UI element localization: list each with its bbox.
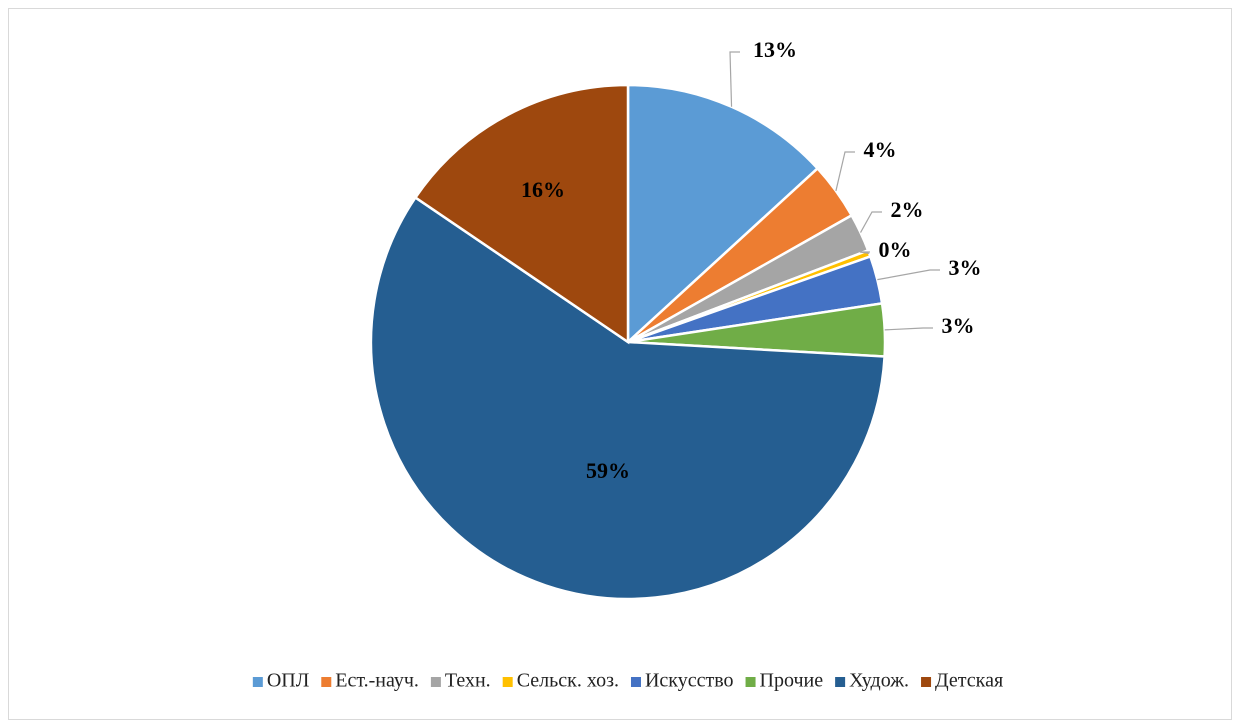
legend-label: Искусство — [645, 670, 734, 692]
legend-swatch — [502, 677, 513, 687]
legend-swatch — [835, 677, 846, 687]
legend-swatch — [252, 677, 263, 687]
legend-swatch — [745, 677, 756, 687]
pie-slice — [413, 83, 630, 345]
legend-swatch — [321, 677, 332, 687]
data-label: 13% — [753, 37, 797, 62]
legend-label: ОПЛ — [267, 670, 309, 692]
legend-label: Худож. — [849, 670, 909, 692]
leader-line — [877, 269, 940, 281]
data-label: 3% — [942, 313, 975, 338]
data-label: 4% — [864, 137, 897, 162]
data-label: 0% — [879, 237, 912, 262]
leader-line — [835, 151, 855, 192]
pie-slice — [369, 195, 886, 601]
legend-swatch — [430, 677, 441, 687]
leader-line — [884, 327, 933, 331]
leader-line — [729, 51, 740, 107]
data-label: 3% — [949, 255, 982, 280]
legend-label: Детская — [935, 670, 1003, 692]
legend-label: Ест.-науч. — [335, 670, 419, 692]
leader-line — [859, 251, 870, 255]
legend-label: Сельск. хоз. — [517, 670, 619, 692]
legend-label: Прочие — [760, 670, 824, 692]
legend-swatch — [921, 677, 932, 687]
legend-swatch — [630, 677, 641, 687]
leader-line — [860, 211, 882, 233]
data-label: 2% — [891, 197, 924, 222]
data-label: 59% — [586, 458, 630, 483]
data-label: 16% — [521, 177, 565, 202]
legend-label: Техн. — [445, 670, 491, 692]
